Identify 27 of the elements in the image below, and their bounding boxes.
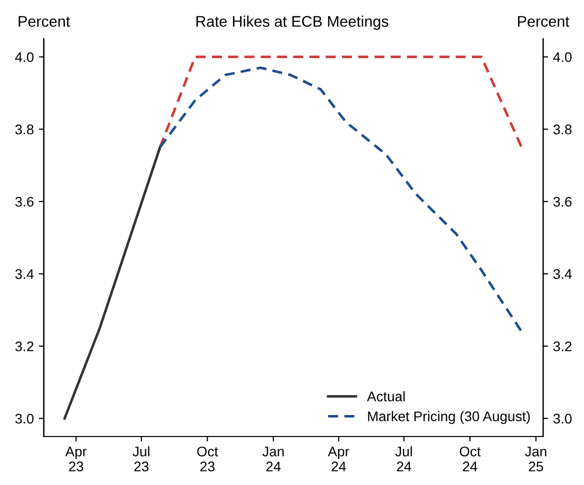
y-axis-title: Percent <box>18 16 70 27</box>
y-tick-label: 3.6 <box>15 196 34 207</box>
y2-axis-title: Percent <box>518 16 570 27</box>
x-tick-label: Oct 23 <box>197 446 218 472</box>
x-tick-label: Apr 23 <box>65 446 87 472</box>
legend-label: Actual <box>367 391 405 402</box>
y2-tick-label: 3.2 <box>553 341 572 352</box>
x-tick-label: Apr 24 <box>328 446 350 472</box>
y-tick-label: 3.8 <box>15 124 34 134</box>
y2-tick-label: 3.8 <box>553 124 572 134</box>
line-series <box>158 66 523 333</box>
y-tick-label: 3.2 <box>15 341 34 352</box>
y2-tick-label: 3.0 <box>553 414 572 424</box>
y-tick-label: 3.0 <box>15 414 34 424</box>
x-tick-label: Oct 24 <box>460 446 481 472</box>
y-tick-label: 3.4 <box>15 269 34 279</box>
chart-title: Rate Hikes at ECB Meetings <box>196 16 388 30</box>
legend-label: Market Pricing (30 August) <box>368 411 530 424</box>
x-tick-label: Jul 24 <box>395 446 412 472</box>
y2-tick-label: 3.6 <box>553 196 572 207</box>
y-tick-label: 4.0 <box>15 52 34 62</box>
y2-tick-label: 3.4 <box>553 269 572 279</box>
x-tick-label: Jul 23 <box>132 446 150 472</box>
y2-tick-label: 4.0 <box>553 52 572 62</box>
x-tick-label: Jan 25 <box>524 446 546 472</box>
line-series <box>63 146 162 420</box>
x-tick-label: Jan 24 <box>262 446 284 472</box>
